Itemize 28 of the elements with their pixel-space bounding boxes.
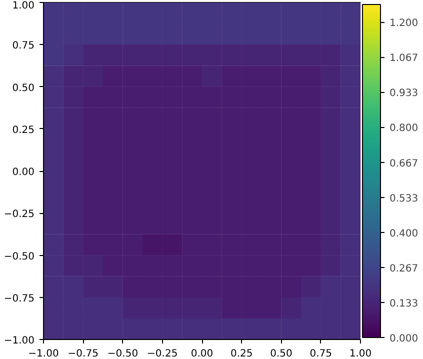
color-bar-label: 0.800 [390,123,418,134]
x-tick-label: 0.00 [190,348,214,359]
x-tick-label: −0.25 [147,348,178,359]
x-tick-label: 0.25 [230,348,253,359]
x-tick-label: 0.75 [310,348,332,359]
x-tick-label: 1.00 [349,348,372,359]
x-tick-label: −0.50 [107,348,138,359]
y-tick-label: −0.25 [4,209,35,220]
y-tick-label: 1.00 [12,0,34,12]
color-bar-label: 0.933 [390,88,418,100]
color-bar-label: 1.200 [390,18,418,30]
x-tick-label: −0.75 [68,348,98,359]
color-bar-label: 0.533 [390,193,418,204]
color-bar-label: 0.133 [390,298,418,310]
x-tick-label: 0.50 [270,348,292,359]
y-tick-label: −0.75 [4,293,35,304]
color-bar-label: 0.267 [390,263,418,274]
y-tick-label: −1.00 [4,336,35,346]
y-tick-label: 0.50 [12,82,34,94]
x-tick-label: −1.00 [28,348,59,359]
y-tick-label: 0.00 [12,167,34,178]
color-bar-label: 0.400 [390,228,418,240]
y-tick-label: 0.25 [12,124,34,136]
y-tick-label: 0.75 [12,40,34,52]
color-bar-label: 0.000 [390,334,418,344]
y-tick-label: −0.50 [4,251,35,262]
color-bar-label: 0.667 [390,158,418,170]
color-bar-label: 1.067 [390,53,418,64]
